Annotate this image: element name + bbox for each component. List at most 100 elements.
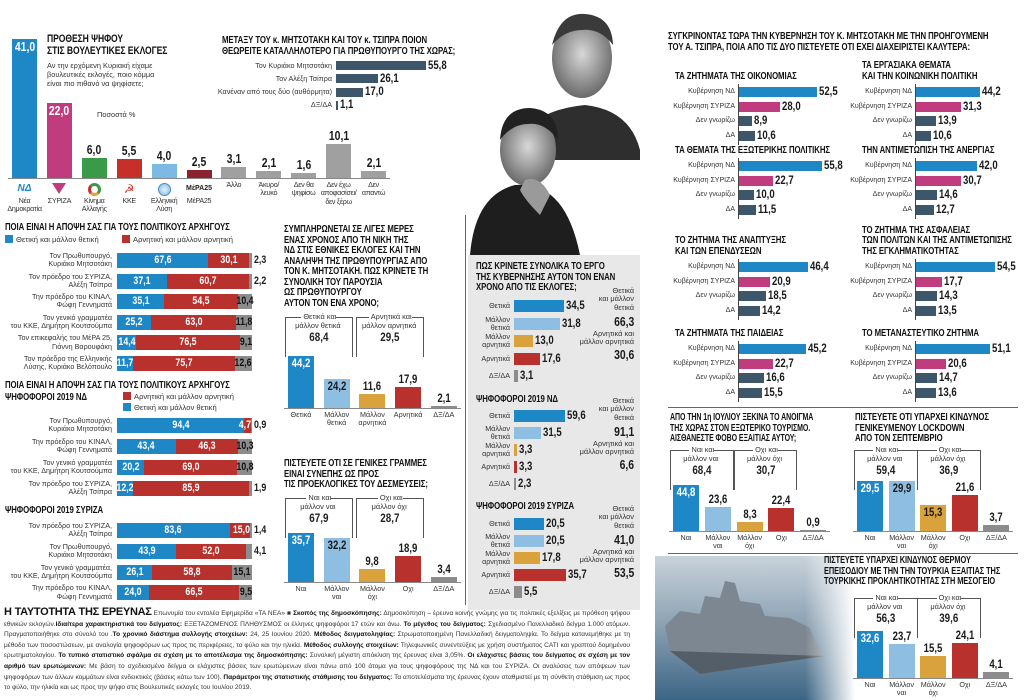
value-label: 2,2 xyxy=(254,274,267,287)
value-label: 22,7 xyxy=(774,172,794,187)
category-label: ΔΑ xyxy=(902,307,912,315)
value-label: 44,2 xyxy=(291,355,311,370)
bar xyxy=(673,484,699,531)
bar xyxy=(514,427,541,439)
category-label: ΔΑ xyxy=(902,389,912,397)
value-label: 60,7 xyxy=(199,274,217,287)
footer-field-label: Μέθοδος συλλογής στοιχείων: xyxy=(303,641,399,649)
category-label: ΔΞ/ΔΑ xyxy=(433,584,455,593)
category-label: Μάλλον αρνητικά xyxy=(482,441,510,459)
category-label: Κυβέρνηση ΣΥΡΙΖΑ xyxy=(673,176,735,184)
legend-item: Αρνητική και μάλλον αρνητική xyxy=(123,392,234,401)
value-label: 1,6 xyxy=(296,156,311,172)
value-label: 14,4 xyxy=(118,336,136,349)
category-label: ΚΚΕ xyxy=(122,196,136,205)
bar xyxy=(916,205,935,216)
bar xyxy=(336,100,338,110)
bar xyxy=(739,306,761,317)
group-total: 59,4 xyxy=(876,463,896,477)
category-label: Μάλλον θετικά xyxy=(485,532,510,550)
group-bracket: Ναι και μάλλον ναι 68,4 xyxy=(670,445,734,490)
bar xyxy=(116,159,142,178)
axis-line xyxy=(738,259,739,320)
value-label: 13,0 xyxy=(534,333,554,347)
summary-label: Αρνητικά και μάλλον αρνητικά xyxy=(579,439,634,457)
government-work-panel xyxy=(468,255,640,610)
group-bracket: Θετικά και μάλλον θετικά 68,4 xyxy=(285,312,353,357)
bar xyxy=(514,410,565,422)
bar-segment xyxy=(144,460,238,475)
bar xyxy=(800,530,827,531)
summary-total: 66,3 xyxy=(613,314,634,329)
group-bracket: Αρνητικά και μάλλον αρνητικά 29,5 xyxy=(356,312,425,357)
bar-segment xyxy=(117,294,165,310)
group-label: Ναι και μάλλον ναι xyxy=(855,593,917,611)
bar-segment xyxy=(236,314,252,330)
bar-segment xyxy=(246,543,252,559)
year-assessment-chart: 44,2 Θετικά 24,2 Μάλλον θετικά 11,6 Μάλλον αρ… xyxy=(283,222,465,427)
tourism-chart: 44,8 Ναι 23,6 Μάλλον ναι 8,3 Μάλλον όχι 22,4 Οχ… xyxy=(640,405,831,555)
bar xyxy=(739,358,773,369)
category-label: Δεν θα ψηφίσω xyxy=(291,180,316,198)
value-label: 1,1 xyxy=(339,97,354,112)
bar xyxy=(514,569,566,581)
row-label: Τον πρόεδρο του ΣΥΡΙΖΑ, Αλέξη Τσίπρα xyxy=(28,521,112,539)
value-label: 15,5 xyxy=(923,640,943,655)
legend-swatch xyxy=(123,403,131,411)
bar-segment xyxy=(151,314,237,330)
category-label: Μάλλον ναι xyxy=(889,680,914,698)
bar-segment xyxy=(167,273,250,289)
value-label: 9,8 xyxy=(365,553,380,568)
kinal-icon xyxy=(88,183,102,196)
axis-line xyxy=(915,84,916,145)
chart-title: ΤΑ ΘΕΜΑΤΑ ΤΗΣ ΕΞΩΤΕΡΙΚΗΣ ΠΟΛΙΤΙΚΗΣ xyxy=(675,144,830,156)
footer-field-label: Οι ελάχιστες βάσεις του δείγματος σε σχέ… xyxy=(4,652,630,670)
group-label: Οχι και μάλλον όχι xyxy=(357,493,423,511)
bar-segment xyxy=(117,356,133,371)
gov-work-chart: Θετικά 34,5 Μάλλον θετικά 31,8 Μάλλον αρνητι… xyxy=(468,286,640,390)
category-label: ΔΞ/ΔΑ xyxy=(310,100,332,110)
bar xyxy=(288,533,314,582)
value-label: 4,1 xyxy=(989,657,1004,672)
group-bracket: Οχι και μάλλον όχι 36,9 xyxy=(917,445,981,490)
value-label: 22,0 xyxy=(49,103,70,119)
value-label: 0,9 xyxy=(806,515,820,530)
category-label: Μάλλον ναι xyxy=(889,533,914,551)
nd-icon: ΝΔ xyxy=(17,183,32,194)
value-label: 15,3 xyxy=(923,505,943,520)
value-label: 31,3 xyxy=(963,98,983,113)
bar xyxy=(336,74,379,84)
value-label: 1,9 xyxy=(254,482,267,494)
value-label: 83,6 xyxy=(164,524,182,536)
group-bracket: Οχι και μάλλον όχι 28,7 xyxy=(356,493,425,538)
category-label: ΣΥΡΙΖΑ xyxy=(47,196,72,205)
security-chart: ΤΟ ΖΗΤΗΜΑ ΤΗΣ ΑΣΦΑΛΕΙΑΣ ΤΩΝ ΠΟΛΙΤΩΝ ΚΑΙ … xyxy=(820,225,1020,322)
category-label: Αρνητικά xyxy=(481,570,510,579)
value-label: 46,4 xyxy=(809,259,829,273)
bar-segment xyxy=(229,523,251,538)
promises-title: ΠΙΣΤΕΥΕΤΕ ΟΤΙ ΣΕ ΓΕΝΙΚΕΣ ΓΡΑΜΜΕΣ ΕΙΝΑΙ Σ… xyxy=(284,458,428,490)
footer-text: ΕΞΕΤΑΖΟΜΕΝΟΣ ΠΛΗΘΥΣΜΟΣ οι έλληνες ψηφοφό… xyxy=(182,620,404,628)
row-label: Τον πρόεδρο της Ελληνικής Λύσης, Κυριάκο… xyxy=(23,354,112,372)
gov-work-syriza-chart: Θετικά 20,5 Μάλλον θετικά 20,5 Μάλλον αρνητι… xyxy=(468,504,640,608)
bar-segment xyxy=(117,460,145,475)
category-label: Μάλλον ναι xyxy=(705,533,731,551)
bar xyxy=(514,317,561,330)
bar xyxy=(857,631,883,678)
category-label: ΔΞ/ΔΑ xyxy=(488,479,510,488)
bar xyxy=(221,167,247,178)
pm-preference-chart: Τον Κυριάκο Μητσοτάκη 55,8 Τον Αλέξη Τσίπρ… xyxy=(200,58,460,121)
bar xyxy=(916,175,961,186)
lockdown-chart: 29,5 Ναι 29,9 Μάλλον ναι 15,3 Μάλλον όχι 21,6 Ο… xyxy=(640,405,1024,555)
category-label: Θετικά xyxy=(290,410,312,419)
value-label: 12,7 xyxy=(936,202,956,217)
bar xyxy=(288,355,314,408)
bar-segment xyxy=(117,273,168,289)
bar-segment xyxy=(117,439,176,454)
bar-segment xyxy=(208,253,249,268)
gov-work-nd-subtitle: ΨΗΦΟΦΟΡΟΙ 2019 ΝΔ xyxy=(476,394,558,405)
value-label: 34,5 xyxy=(566,298,585,312)
value-label: 21,6 xyxy=(955,479,975,494)
baseline xyxy=(284,408,461,409)
category-label: Κυβέρνηση ΣΥΡΙΖΑ xyxy=(850,277,912,285)
